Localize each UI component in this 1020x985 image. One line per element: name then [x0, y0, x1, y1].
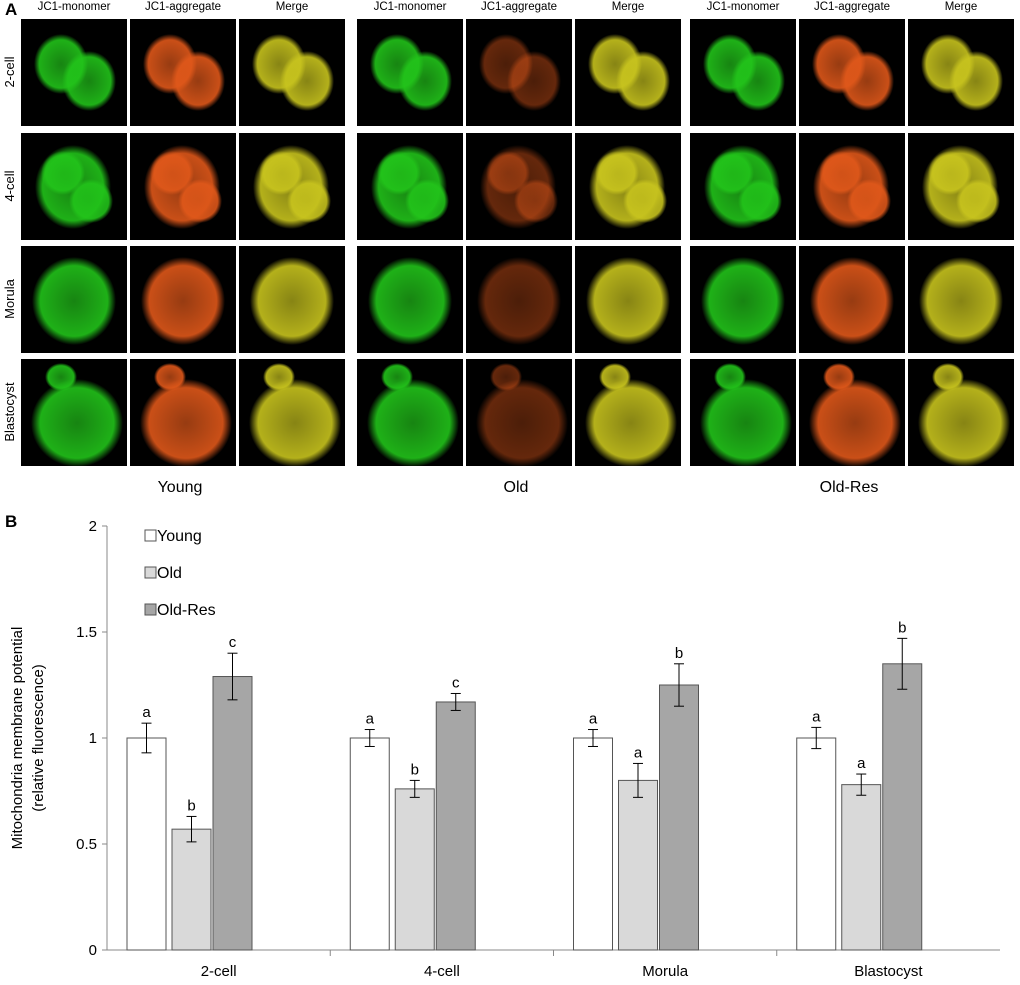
micrograph-old-res-blastocyst-jc1-aggregate — [799, 359, 905, 466]
bar-young — [349, 737, 390, 951]
legend-swatch-old — [144, 566, 157, 579]
micrograph-old-res-4-cell-jc1-monomer — [690, 133, 796, 240]
legend-label-old-res: Old-Res — [157, 602, 216, 619]
significance-letter: a — [812, 708, 821, 725]
micrograph-young-blastocyst-jc1-aggregate — [130, 359, 236, 466]
column-header-merge: Merge — [944, 1, 978, 13]
bar-old-res — [435, 701, 476, 951]
legend-swatch-old-res — [144, 603, 157, 616]
significance-letter: b — [898, 619, 906, 636]
significance-letter: c — [452, 674, 460, 691]
micrograph-old-4-cell-jc1-monomer — [357, 133, 463, 240]
row-label-2-cell: 2-cell — [2, 56, 17, 88]
legend-label-old: Old — [157, 565, 182, 582]
row-label-4-cell: 4-cell — [2, 170, 17, 202]
significance-letter: a — [142, 704, 151, 721]
column-header-jc1-aggregate: JC1-aggregate — [480, 1, 558, 13]
y-axis-label-line1: Mitochondria membrane potential — [9, 627, 26, 850]
micrograph-old-blastocyst-jc1-monomer — [357, 359, 463, 466]
legend-label-young: Young — [157, 528, 202, 545]
bar-old — [171, 828, 212, 951]
micrograph-old-2-cell-merge — [575, 19, 681, 126]
micrograph-young-4-cell-merge — [239, 133, 345, 240]
group-title-old: Old — [503, 479, 529, 496]
bar-chart: 0 0.5 1 1.5 2 Mitochondria membrane potential… — [9, 518, 1000, 980]
y-tick-label: 0 — [89, 942, 97, 959]
column-header-jc1-monomer: JC1-monomer — [706, 1, 780, 13]
micrograph-old-blastocyst-jc1-aggregate — [466, 359, 572, 466]
micrograph-old-res-4-cell-merge — [908, 133, 1014, 240]
micrograph-young-morula-merge — [239, 246, 345, 353]
significance-letter: a — [857, 755, 866, 772]
micrograph-young-2-cell-jc1-monomer — [21, 19, 127, 126]
x-tick-label: 4-cell — [424, 963, 460, 980]
significance-letter: b — [411, 761, 419, 778]
panel-b-letter: B — [5, 512, 18, 531]
micrograph-old-res-blastocyst-jc1-monomer — [690, 359, 796, 466]
row-label-morula: Morula — [2, 279, 17, 319]
panel-a-letter: A — [5, 0, 18, 19]
column-header-merge: Merge — [275, 1, 309, 13]
micrograph-old-res-2-cell-merge — [908, 19, 1014, 126]
group-title-young: Young — [157, 479, 203, 496]
micrograph-old-res-2-cell-jc1-monomer — [690, 19, 796, 126]
bar-young — [126, 737, 167, 951]
micrograph-young-4-cell-jc1-monomer — [21, 133, 127, 240]
micrograph-old-2-cell-jc1-monomer — [357, 19, 463, 126]
micrograph-old-res-2-cell-jc1-aggregate — [799, 19, 905, 126]
micrograph-young-4-cell-jc1-aggregate — [130, 133, 236, 240]
column-header-merge: Merge — [611, 1, 645, 13]
significance-letter: a — [634, 744, 643, 761]
micrograph-old-morula-jc1-aggregate — [466, 246, 572, 353]
bar-old-res — [659, 684, 699, 951]
column-header-jc1-aggregate: JC1-aggregate — [813, 1, 891, 13]
micrograph-old-res-4-cell-jc1-aggregate — [799, 133, 905, 240]
column-header-jc1-monomer: JC1-monomer — [373, 1, 447, 13]
significance-letter: b — [675, 645, 683, 662]
group-title-old-res: Old-Res — [819, 479, 879, 496]
micrograph-old-res-morula-merge — [908, 246, 1014, 353]
micrograph-old-morula-jc1-monomer — [357, 246, 463, 353]
bar-young — [796, 737, 837, 951]
micrograph-old-4-cell-merge — [575, 133, 681, 240]
bar-old — [841, 784, 882, 951]
y-tick-label: 0.5 — [76, 836, 97, 853]
micrograph-young-blastocyst-jc1-monomer — [21, 359, 127, 466]
bar-young — [573, 737, 613, 951]
micrograph-young-blastocyst-merge — [239, 359, 345, 466]
micrograph-old-blastocyst-merge — [575, 359, 681, 466]
y-axis-label-line2: (relative fluorescence) — [30, 664, 47, 812]
micrograph-young-2-cell-jc1-aggregate — [130, 19, 236, 126]
micrograph-old-res-blastocyst-merge — [908, 359, 1014, 466]
micrograph-young-2-cell-merge — [239, 19, 345, 126]
bar-old — [394, 788, 435, 951]
significance-letter: c — [229, 634, 237, 651]
significance-letter: a — [366, 711, 375, 728]
micrograph-old-4-cell-jc1-aggregate — [466, 133, 572, 240]
x-tick-label: Blastocyst — [854, 963, 923, 980]
significance-letter: a — [589, 711, 598, 728]
micrograph-old-res-morula-jc1-monomer — [690, 246, 796, 353]
significance-letter: b — [187, 797, 195, 814]
micrograph-old-morula-merge — [575, 246, 681, 353]
x-tick-label: Morula — [642, 963, 689, 980]
y-tick-label: 1.5 — [76, 624, 97, 641]
bar-old-res — [212, 676, 253, 951]
micrograph-old-2-cell-jc1-aggregate — [466, 19, 572, 126]
micrograph-old-res-morula-jc1-aggregate — [799, 246, 905, 353]
row-label-blastocyst: Blastocyst — [2, 382, 17, 442]
legend-swatch-young — [144, 529, 157, 542]
micrograph-young-morula-jc1-aggregate — [130, 246, 236, 353]
micrograph-young-morula-jc1-monomer — [21, 246, 127, 353]
y-tick-label: 2 — [89, 518, 97, 535]
x-tick-label: 2-cell — [201, 963, 237, 980]
bar-old — [618, 779, 658, 951]
bar-old-res — [882, 663, 923, 951]
y-tick-label: 1 — [89, 730, 97, 747]
column-header-jc1-monomer: JC1-monomer — [37, 1, 111, 13]
column-header-jc1-aggregate: JC1-aggregate — [144, 1, 222, 13]
